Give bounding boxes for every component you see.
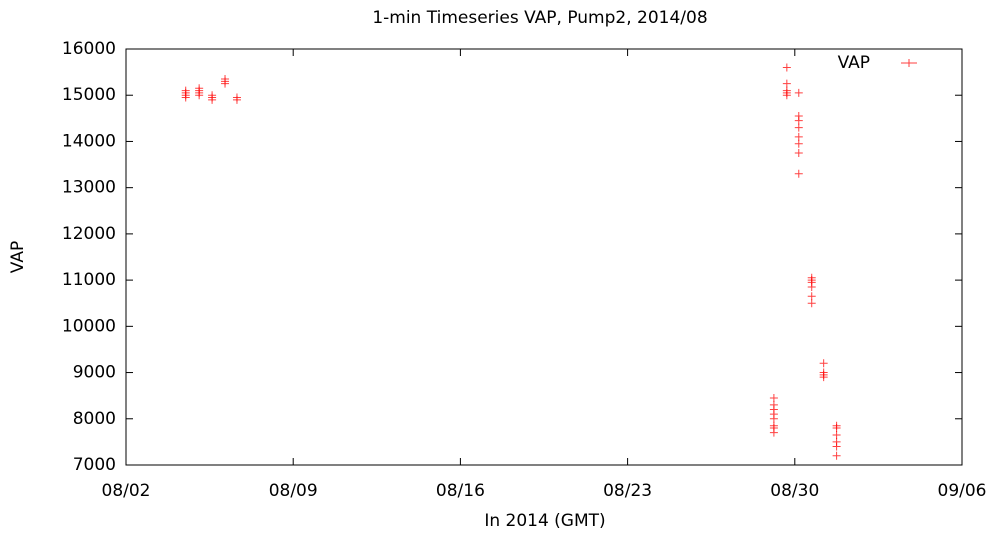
point [832, 451, 841, 460]
point [221, 75, 230, 84]
point [832, 430, 841, 439]
legend-marker [901, 59, 917, 67]
point [769, 421, 778, 430]
y-tick-label: 14000 [62, 131, 116, 151]
point [769, 400, 778, 409]
point [794, 88, 803, 97]
x-tick-label: 08/23 [603, 481, 652, 501]
point [195, 84, 204, 93]
point [807, 299, 816, 308]
x-tick-label: 09/06 [938, 481, 987, 501]
point [807, 273, 816, 282]
point [782, 63, 791, 72]
point [232, 93, 241, 102]
y-tick-label: 8000 [73, 409, 116, 429]
point [832, 437, 841, 446]
y-tick-label: 16000 [62, 39, 116, 59]
point [819, 368, 828, 377]
point [782, 79, 791, 88]
y-tick-label: 11000 [62, 270, 116, 290]
legend-label: VAP [838, 53, 870, 73]
point [794, 132, 803, 141]
x-tick-label: 08/30 [770, 481, 819, 501]
chart-title: 1-min Timeseries VAP, Pump2, 2014/08 [372, 8, 707, 28]
point [794, 149, 803, 157]
point [181, 86, 190, 95]
point [794, 139, 803, 148]
y-axis-label: VAP [8, 241, 28, 273]
y-tick-label: 10000 [62, 316, 116, 336]
point [794, 169, 803, 178]
point [807, 292, 816, 301]
x-tick-label: 08/16 [436, 481, 485, 501]
y-tick-label: 9000 [73, 363, 116, 383]
point [794, 123, 803, 132]
point [782, 86, 791, 95]
y-tick-label: 7000 [73, 455, 116, 475]
point [794, 112, 803, 121]
point [769, 393, 778, 402]
plot-border [125, 48, 963, 466]
y-tick-label: 12000 [62, 224, 116, 244]
x-axis-label: In 2014 (GMT) [484, 511, 605, 531]
point [208, 91, 217, 100]
point [819, 359, 828, 368]
y-tick-label: 13000 [62, 178, 116, 198]
x-tick-label: 08/02 [102, 481, 151, 501]
point [832, 421, 841, 430]
y-tick-label: 15000 [62, 85, 116, 105]
x-tick-label: 08/09 [269, 481, 318, 501]
